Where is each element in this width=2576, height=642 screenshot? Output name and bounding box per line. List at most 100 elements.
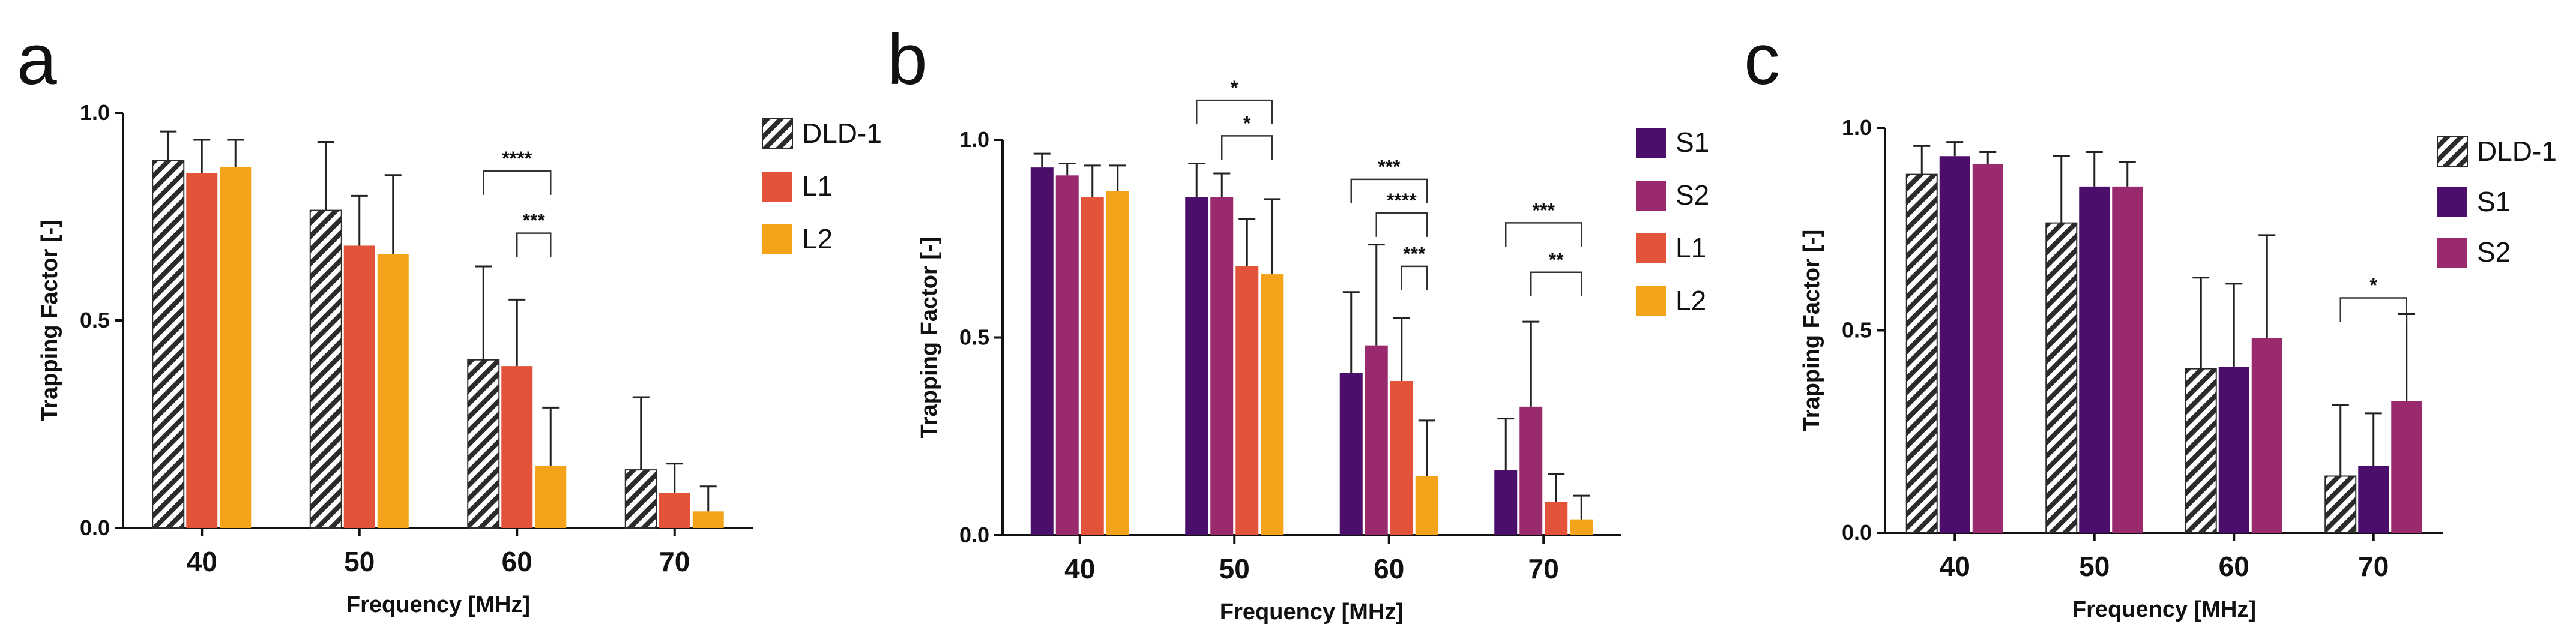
significance-bracket: [516, 232, 552, 257]
significance-label: *: [2370, 275, 2378, 296]
bar-s1-50: [1185, 197, 1208, 535]
legend-swatch-s1: [1636, 128, 1666, 158]
legend-label: L1: [1676, 232, 1706, 263]
y-tick-label: 0.0: [959, 523, 989, 547]
legend-label: S2: [2477, 236, 2511, 268]
bar-s2-70: [1519, 406, 1543, 535]
x-tick-label: 70: [1528, 553, 1559, 584]
bar-s1-50: [2079, 186, 2110, 533]
significance-bracket: [1530, 271, 1582, 296]
x-tick-label: 50: [344, 546, 375, 577]
significance-label: ***: [1533, 199, 1555, 221]
legend-swatch-l2: [762, 224, 792, 254]
legend-swatch-l2: [1636, 286, 1666, 316]
y-tick-label: 1.0: [80, 100, 110, 125]
significance-bracket: [2339, 297, 2407, 322]
y-tick-label: 0.5: [1842, 318, 1872, 343]
y-tick-label: 0.5: [959, 325, 989, 350]
y-axis-title: Trapping Factor [-]: [917, 237, 942, 439]
bar-l2-40: [220, 166, 252, 529]
bar-s2-60: [2251, 338, 2282, 533]
bar-s2-50: [1210, 197, 1234, 535]
significance-label: ***: [523, 210, 546, 232]
x-axis-title: Frequency [MHz]: [2072, 597, 2256, 622]
bar-l1-50: [343, 245, 375, 528]
panel-letter: b: [887, 19, 928, 100]
x-tick-label: 50: [1219, 553, 1250, 584]
significance-bracket: [1401, 265, 1428, 290]
bar-dld-1-50: [309, 209, 342, 529]
x-tick-label: 70: [659, 546, 690, 577]
legend-label: S1: [2477, 186, 2511, 217]
y-axis-title: Trapping Factor [-]: [37, 220, 62, 421]
x-tick-label: 60: [1374, 553, 1404, 584]
bar-s2-40: [1055, 175, 1079, 535]
significance-label: ***: [1403, 243, 1426, 265]
significance-bracket: [1196, 99, 1273, 125]
bar-l1-60: [1390, 380, 1413, 535]
legend-swatch-s2: [1636, 181, 1666, 211]
bar-s1-70: [2358, 466, 2389, 533]
significance-label: *: [1243, 112, 1251, 134]
legend-swatch-l1: [762, 172, 792, 202]
bar-l2-60: [535, 466, 567, 528]
x-tick-label: 40: [187, 546, 217, 577]
legend-swatch-l1: [1636, 233, 1666, 263]
panel-c: c 0.0 0.5 1.0 40 50 60 70 Frequency [MHz] Trappin…: [1744, 19, 2557, 622]
y-tick-label: 1.0: [1842, 115, 1872, 140]
significance-bracket: [1505, 222, 1582, 247]
bar-dld-1-50: [2045, 222, 2078, 533]
legend-swatch-dld-1: [762, 118, 793, 149]
x-tick-label: 50: [2079, 551, 2110, 582]
bar-s1-70: [1494, 470, 1518, 535]
bar-dld-1-60: [467, 359, 500, 529]
legend-label: L1: [802, 170, 833, 202]
bar-dld-1-60: [2185, 368, 2217, 533]
legend-label: DLD-1: [802, 118, 882, 149]
y-tick-label: 0.0: [80, 515, 110, 540]
bar-s2-50: [2112, 186, 2143, 533]
bar-dld-1-70: [624, 469, 657, 529]
bar-s1-40: [1939, 156, 1970, 533]
bar-dld-1-40: [1905, 173, 1938, 533]
significance-label: ***: [1378, 156, 1401, 178]
significance-label: **: [1549, 249, 1564, 271]
significance-label: ****: [1387, 190, 1417, 211]
bar-l2-70: [1570, 519, 1593, 535]
panel-letter: c: [1744, 19, 1780, 100]
y-tick-label: 0.5: [80, 308, 110, 332]
significance-bracket: [1221, 135, 1273, 160]
x-axis-title: Frequency [MHz]: [1220, 599, 1404, 625]
legend-label: S2: [1676, 179, 1709, 211]
bar-l1-70: [1545, 501, 1568, 535]
bar-s2-40: [1972, 164, 2003, 533]
legend-label: L2: [1676, 285, 1706, 316]
bar-s2-70: [2391, 401, 2422, 533]
x-tick-label: 60: [502, 546, 532, 577]
legend-label: L2: [802, 223, 833, 254]
x-tick-label: 70: [2358, 551, 2389, 582]
bar-l2-50: [377, 254, 409, 528]
legend-swatch-s1: [2437, 187, 2467, 217]
bar-s2-60: [1365, 345, 1388, 535]
x-tick-label: 40: [1064, 553, 1095, 584]
bar-dld-1-40: [152, 160, 185, 529]
panel-a: a 0.0 0.5 1.0 40 50 60 70 Frequency [MHz] Trappin…: [17, 19, 882, 617]
x-tick-label: 60: [2219, 551, 2249, 582]
bar-l2-70: [692, 511, 724, 528]
bar-s1-60: [2218, 367, 2249, 533]
legend-swatch-s2: [2437, 238, 2467, 268]
x-axis-title: Frequency [MHz]: [346, 592, 530, 617]
bar-l1-40: [1081, 197, 1104, 535]
significance-bracket: [1375, 212, 1428, 237]
bar-dld-1-70: [2324, 475, 2357, 533]
bar-l2-40: [1106, 191, 1129, 535]
x-tick-label: 40: [1940, 551, 1970, 582]
panel-letter: a: [17, 19, 57, 100]
bar-l2-50: [1261, 274, 1284, 535]
significance-bracket: [1350, 178, 1428, 203]
legend-label: DLD-1: [2477, 136, 2557, 167]
bar-l1-50: [1235, 266, 1259, 535]
significance-bracket: [483, 170, 552, 195]
